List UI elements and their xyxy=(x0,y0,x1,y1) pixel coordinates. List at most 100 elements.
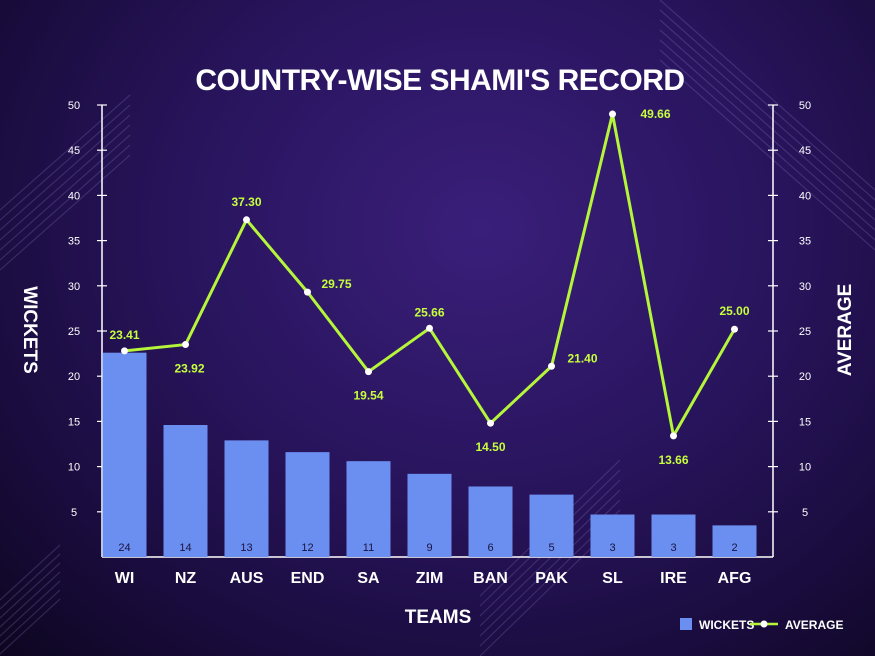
bar-value-label: 11 xyxy=(363,542,374,554)
y2-tick-label: 10 xyxy=(799,462,811,474)
average-point xyxy=(182,341,189,349)
bars: 24 WI 14 NZ 13 AUS 12 END 11 SA 9 ZIM 6 BAN 5 PAK 3 SL 3 IR… xyxy=(102,352,757,587)
x-tick-label: PAK xyxy=(535,570,568,587)
stripe xyxy=(0,94,131,211)
stripe xyxy=(0,589,61,646)
stripe xyxy=(0,544,61,601)
y-tick-label: 50 xyxy=(68,100,80,112)
legend-average-marker xyxy=(760,620,768,628)
stripe xyxy=(659,39,875,231)
legend-wickets-label: WICKETS xyxy=(699,618,754,632)
stripe xyxy=(0,562,61,619)
bar-value-label: 3 xyxy=(670,542,676,554)
stripe xyxy=(0,580,61,637)
x-tick-label: WI xyxy=(115,570,135,587)
y-tick-label: 25 xyxy=(68,326,80,338)
bar xyxy=(712,525,757,557)
chart-title: COUNTRY-WISE SHAMI'S RECORD xyxy=(195,64,684,97)
stripe xyxy=(659,29,875,221)
x-axis-title: TEAMS xyxy=(405,607,472,628)
y-tick-label: 20 xyxy=(68,371,80,383)
y2-tick-label: 15 xyxy=(799,416,811,428)
stripe xyxy=(659,49,875,241)
y-tick-label: 10 xyxy=(68,462,80,474)
stripe xyxy=(0,154,131,271)
y2-tick-label: 35 xyxy=(799,236,811,248)
x-tick-label: BAN xyxy=(473,570,508,587)
average-polyline xyxy=(124,112,736,438)
average-point xyxy=(304,288,311,296)
x-tick-label: IRE xyxy=(660,570,687,587)
average-point xyxy=(670,432,677,440)
y-tick-label: 30 xyxy=(68,281,80,293)
stripe xyxy=(659,59,875,251)
x-tick-label: AFG xyxy=(718,570,752,587)
average-point xyxy=(609,110,616,118)
legend-average-label: AVERAGE xyxy=(785,618,843,632)
legend-wickets-swatch xyxy=(680,618,692,630)
bar xyxy=(468,486,513,557)
bar-value-label: 13 xyxy=(240,542,252,554)
average-value-label: 13.66 xyxy=(658,453,688,467)
y2-tick-label: 50 xyxy=(799,100,811,112)
bar-value-label: 9 xyxy=(426,542,432,554)
stripe xyxy=(659,19,875,211)
average-line: 23.41 23.92 37.30 29.75 19.54 25.66 14.50 21.40… xyxy=(109,107,749,467)
y2-tick-label: 45 xyxy=(799,145,811,157)
stripe xyxy=(0,114,131,231)
average-value-label: 14.50 xyxy=(475,440,505,454)
x-tick-label: ZIM xyxy=(416,570,444,587)
x-tick-label: NZ xyxy=(175,570,197,587)
x-tick-label: SL xyxy=(602,570,623,587)
stripe xyxy=(0,104,131,221)
bar-value-label: 6 xyxy=(487,542,493,554)
average-point xyxy=(487,419,494,427)
average-point xyxy=(548,362,555,370)
y-tick-label: 5 xyxy=(71,507,77,519)
bar xyxy=(529,494,574,557)
bar xyxy=(346,461,391,557)
average-point xyxy=(365,368,372,376)
stripe xyxy=(0,124,131,241)
stripe xyxy=(0,598,61,655)
average-value-label: 19.54 xyxy=(353,389,383,403)
stripe xyxy=(0,571,61,628)
stripe xyxy=(659,0,875,191)
y-tick-label: 40 xyxy=(68,190,80,202)
stripe xyxy=(0,553,61,610)
y-tick-label: 35 xyxy=(68,236,80,248)
average-point xyxy=(121,347,128,355)
average-point xyxy=(426,324,433,332)
y2-axis-title: AVERAGE xyxy=(835,284,856,377)
bar-value-label: 3 xyxy=(609,542,615,554)
bar xyxy=(590,514,635,557)
stripe xyxy=(0,144,131,261)
average-value-label: 29.75 xyxy=(322,277,352,291)
average-point xyxy=(731,325,738,333)
x-tick-label: AUS xyxy=(230,570,264,587)
average-value-label: 23.41 xyxy=(109,328,139,342)
y2-tick-label: 25 xyxy=(799,326,811,338)
x-tick-label: SA xyxy=(357,570,380,587)
bar-value-label: 14 xyxy=(179,542,191,554)
average-point xyxy=(243,216,250,224)
average-value-label: 25.00 xyxy=(719,304,749,318)
average-value-label: 49.66 xyxy=(641,107,671,121)
y2-tick-label: 40 xyxy=(799,190,811,202)
bar xyxy=(224,440,269,557)
bar-value-label: 2 xyxy=(731,542,737,554)
bar-value-label: 5 xyxy=(548,542,554,554)
average-value-label: 23.92 xyxy=(174,362,204,376)
stripe xyxy=(479,489,621,627)
average-value-label: 21.40 xyxy=(568,351,598,365)
bar-value-label: 12 xyxy=(301,542,313,554)
stripe xyxy=(0,134,131,251)
average-value-label: 25.66 xyxy=(414,305,444,319)
x-tick-label: END xyxy=(291,570,325,587)
bar xyxy=(102,352,147,557)
y2-tick-label: 30 xyxy=(799,281,811,293)
bar xyxy=(407,473,452,557)
y2-tick-label: 20 xyxy=(799,371,811,383)
average-value-label: 37.30 xyxy=(231,195,261,209)
